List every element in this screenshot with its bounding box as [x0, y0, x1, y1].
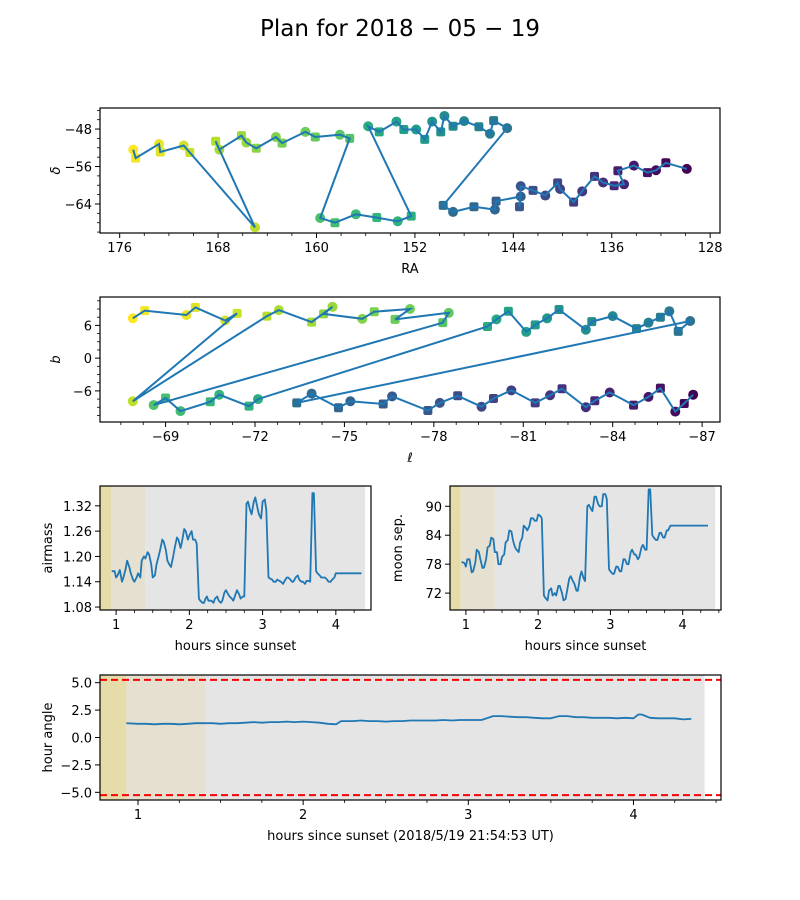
- series-line: [126, 713, 692, 726]
- y-tick-label: 90: [425, 500, 442, 515]
- y-tick-label: −5.0: [60, 786, 92, 801]
- radec-panel: 176 168 160 152 144 136 128 −48 −56 −64 RA δ: [49, 107, 723, 277]
- x-tick-label: 2: [299, 808, 307, 823]
- y-tick-label: −56: [65, 161, 92, 176]
- shaded-region-twilight-light: [460, 486, 495, 610]
- x-axis-label: ℓ: [406, 451, 412, 466]
- y-tick-label: 78: [425, 558, 442, 573]
- hour-angle-panel: 1 2 3 4 5.0 2.5 0.0 −2.5 −5.0 hours since sunset …: [41, 674, 722, 844]
- shaded-region-night: [205, 675, 705, 800]
- y-tick-label: 2.5: [71, 704, 92, 719]
- x-tick-label: 4: [629, 808, 637, 823]
- y-tick-label: 1.14: [63, 576, 92, 591]
- airmass-panel: 1 2 3 4 1.08 1.14 1.20 1.26 1.32 hours since suns…: [41, 485, 372, 654]
- x-tick-label: −78: [420, 430, 447, 445]
- shaded-region-twilight-light: [126, 675, 206, 800]
- x-tick-label: 1: [112, 618, 120, 633]
- x-tick-label: 1: [462, 618, 470, 633]
- pointing-path-line: [132, 113, 688, 229]
- x-tick-label: 176: [107, 241, 132, 256]
- shaded-region-night: [494, 486, 716, 610]
- y-axis-label: hour angle: [41, 703, 56, 773]
- shaded-region-twilight-dark: [100, 486, 111, 610]
- y-tick-label: −6: [73, 385, 92, 400]
- y-axis-label: moon sep.: [391, 514, 406, 582]
- data-point: [128, 144, 139, 155]
- x-tick-label: 3: [464, 808, 472, 823]
- x-tick-label: −84: [599, 430, 626, 445]
- y-tick-label: 1.32: [63, 500, 92, 515]
- x-tick-label: 3: [606, 618, 614, 633]
- x-tick-label: 160: [304, 241, 329, 256]
- y-tick-label: 0: [84, 352, 92, 367]
- y-axis-label: b: [49, 355, 64, 363]
- x-tick-label: −72: [241, 430, 268, 445]
- y-tick-label: −48: [65, 123, 92, 138]
- moon-sep-panel: 1 2 3 4 72 78 84 90 hours since sunset moon sep.: [391, 485, 722, 654]
- x-tick-label: 2: [534, 618, 542, 633]
- x-tick-label: 136: [599, 241, 624, 256]
- y-tick-label: 1.08: [63, 601, 92, 616]
- x-axis-label: hours since sunset: [175, 639, 297, 654]
- series-line: [461, 488, 708, 602]
- x-tick-label: 4: [679, 618, 687, 633]
- shaded-region-twilight-dark: [450, 486, 461, 610]
- x-tick-label: −87: [688, 430, 715, 445]
- data-point: [127, 313, 138, 324]
- x-tick-label: 144: [501, 241, 526, 256]
- y-tick-label: −2.5: [60, 759, 92, 774]
- y-tick-label: 84: [425, 529, 442, 544]
- y-tick-label: 5.0: [71, 677, 92, 692]
- figure-title: Plan for 2018 − 05 − 19: [260, 16, 540, 42]
- y-tick-label: 72: [425, 587, 442, 602]
- y-tick-label: 1.26: [63, 525, 92, 540]
- axes-frame: [449, 485, 722, 611]
- galactic-panel: −69 −72 −75 −78 −81 −84 −87 6 0 −6 ℓ b: [49, 296, 721, 466]
- x-tick-label: −75: [331, 430, 358, 445]
- x-axis-label: hours since sunset (2018/5/19 21:54:53 U…: [267, 829, 554, 844]
- y-tick-label: 0.0: [71, 732, 92, 747]
- axes-frame: [99, 485, 372, 611]
- shaded-region-night: [145, 486, 366, 610]
- x-tick-label: 1: [134, 808, 142, 823]
- axes-frame: [99, 296, 721, 423]
- x-tick-label: 4: [332, 618, 340, 633]
- axes-frame: [99, 107, 721, 234]
- shaded-region-twilight-light: [110, 486, 146, 610]
- x-tick-label: −69: [152, 430, 179, 445]
- shaded-region-twilight-dark: [100, 675, 127, 800]
- x-axis-label: RA: [401, 262, 419, 277]
- y-tick-label: 1.20: [63, 550, 92, 565]
- x-tick-label: −81: [510, 430, 537, 445]
- x-tick-label: 128: [698, 241, 723, 256]
- x-axis-label: hours since sunset: [525, 639, 647, 654]
- pointing-path-line: [132, 305, 694, 414]
- y-tick-label: 6: [84, 319, 92, 334]
- x-tick-label: 3: [258, 618, 266, 633]
- y-axis-label: δ: [49, 166, 64, 174]
- x-tick-label: 168: [206, 241, 231, 256]
- y-axis-label: airmass: [41, 522, 56, 573]
- series-line: [111, 492, 362, 604]
- y-tick-label: −64: [65, 198, 92, 213]
- x-tick-label: 2: [185, 618, 193, 633]
- x-tick-label: 152: [403, 241, 428, 256]
